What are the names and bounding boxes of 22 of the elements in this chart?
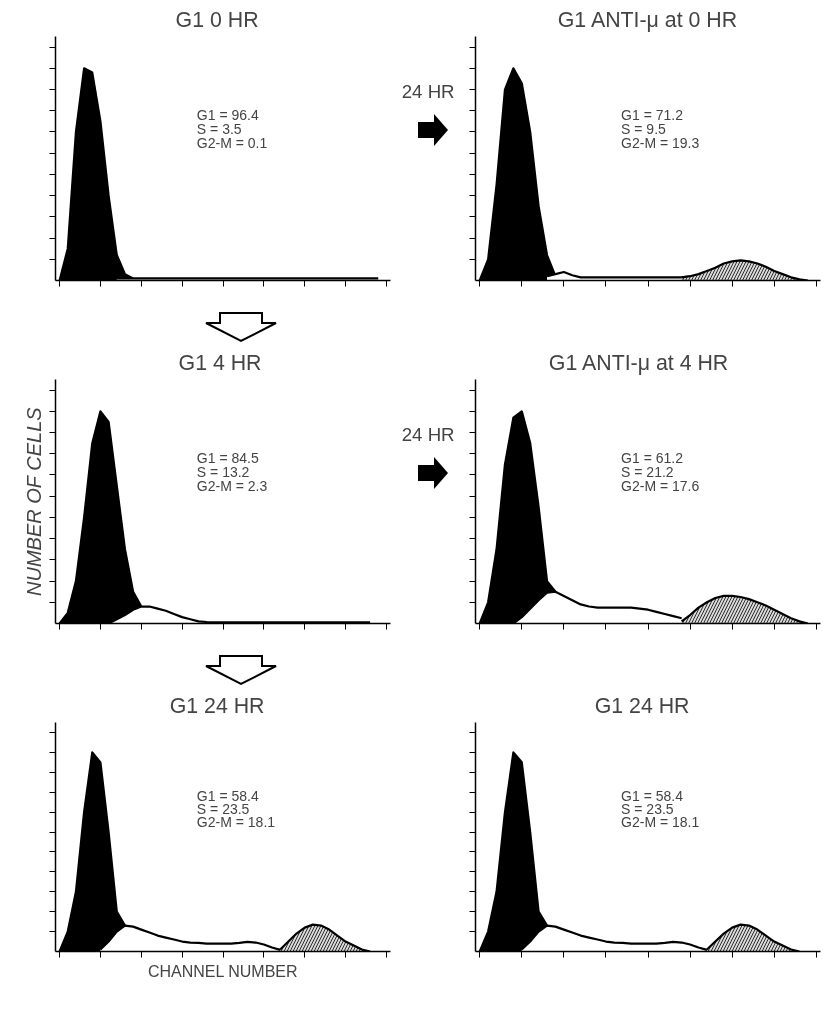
text: 24 HR [401,80,455,102]
chart-title: G1 4 HR [178,350,262,375]
text: 24 HR [401,423,455,445]
x-axis-title: CHANNEL NUMBER [147,962,298,980]
annotation: S = 9.5 [621,120,667,137]
chart-title: G1 ANTI-μ at 0 HR [557,7,738,32]
chart-title: G1 24 HR [594,693,690,718]
annotation: S = 3.5 [196,120,242,137]
chart-title: G1 0 HR [175,7,259,32]
chart-title: G1 24 HR [169,693,265,718]
annotation: G2-M = 2.3 [196,477,268,494]
annotation: G2-M = 0.1 [196,134,268,151]
annotation: G2-M = 17.6 [621,477,700,494]
annotation: G1 = 96.4 [196,107,259,123]
y-axis-title: NUMBER OF CELLS [22,406,45,596]
annotation: G1 = 61.2 [621,450,684,466]
annotation: S = 13.2 [196,463,250,480]
chart-title: G1 ANTI-μ at 4 HR [548,350,729,375]
annotation: G1 = 84.5 [196,450,259,466]
annotation: S = 21.2 [621,463,674,480]
annotation: G2-M = 19.3 [621,134,700,151]
annotation: G1 = 71.2 [621,107,684,123]
